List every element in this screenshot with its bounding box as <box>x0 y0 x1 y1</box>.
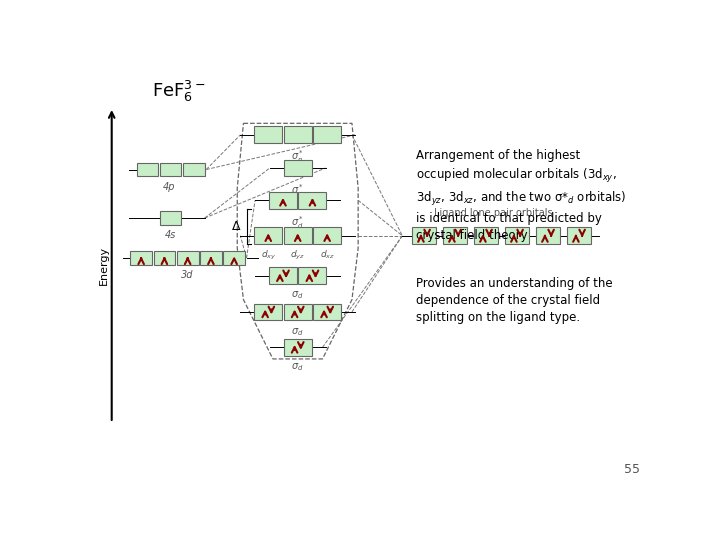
Bar <box>160 163 181 177</box>
Bar <box>284 126 312 143</box>
Bar <box>269 192 297 209</box>
Bar <box>284 227 312 244</box>
Text: $\Delta$: $\Delta$ <box>231 220 242 233</box>
Text: $d_{yz}$: $d_{yz}$ <box>290 249 305 262</box>
Text: 55: 55 <box>624 463 640 476</box>
Text: 4p: 4p <box>163 182 175 192</box>
Text: $d_{xy}$: $d_{xy}$ <box>261 249 276 262</box>
Bar <box>299 192 326 209</box>
Text: 3d: 3d <box>181 271 194 280</box>
Bar <box>412 227 436 244</box>
Text: 4s: 4s <box>165 231 176 240</box>
Text: $\mathrm{FeF_6^{3-}}$: $\mathrm{FeF_6^{3-}}$ <box>153 79 206 104</box>
Text: $\sigma_d$: $\sigma_d$ <box>292 326 304 338</box>
Bar <box>313 303 341 320</box>
Text: Arrangement of the highest
occupied molecular orbitals (3d$_{xy}$,
3d$_{yz}$, 3d: Arrangement of the highest occupied mole… <box>415 150 626 242</box>
Text: $d_{xz}$: $d_{xz}$ <box>320 249 335 261</box>
Bar <box>443 227 467 244</box>
Bar <box>313 227 341 244</box>
Bar <box>254 227 282 244</box>
Bar <box>313 126 341 143</box>
Bar <box>284 159 312 177</box>
Bar <box>269 267 297 284</box>
Bar <box>177 251 199 265</box>
Bar <box>474 227 498 244</box>
Text: $\sigma_r^*$: $\sigma_r^*$ <box>291 182 305 199</box>
Text: $\sigma_d$: $\sigma_d$ <box>292 361 304 373</box>
Text: Ligand lone pair orbitals: Ligand lone pair orbitals <box>434 208 553 218</box>
Bar <box>160 211 181 225</box>
Bar <box>254 126 282 143</box>
Text: Energy: Energy <box>99 246 109 285</box>
Bar <box>223 251 245 265</box>
Bar <box>505 227 529 244</box>
Bar <box>183 163 204 177</box>
Text: $\sigma_d^*$: $\sigma_d^*$ <box>291 214 305 231</box>
Bar <box>153 251 175 265</box>
Bar <box>137 163 158 177</box>
Bar <box>536 227 560 244</box>
Bar <box>284 339 312 356</box>
Bar <box>200 251 222 265</box>
Bar <box>130 251 152 265</box>
Bar <box>299 267 326 284</box>
Text: Provides an understanding of the
dependence of the crystal field
splitting on th: Provides an understanding of the depende… <box>415 276 612 323</box>
Bar <box>567 227 591 244</box>
Bar <box>284 303 312 320</box>
Bar <box>254 303 282 320</box>
Text: $\sigma_d$: $\sigma_d$ <box>292 289 304 301</box>
Text: $\sigma_p^*$: $\sigma_p^*$ <box>291 148 305 166</box>
